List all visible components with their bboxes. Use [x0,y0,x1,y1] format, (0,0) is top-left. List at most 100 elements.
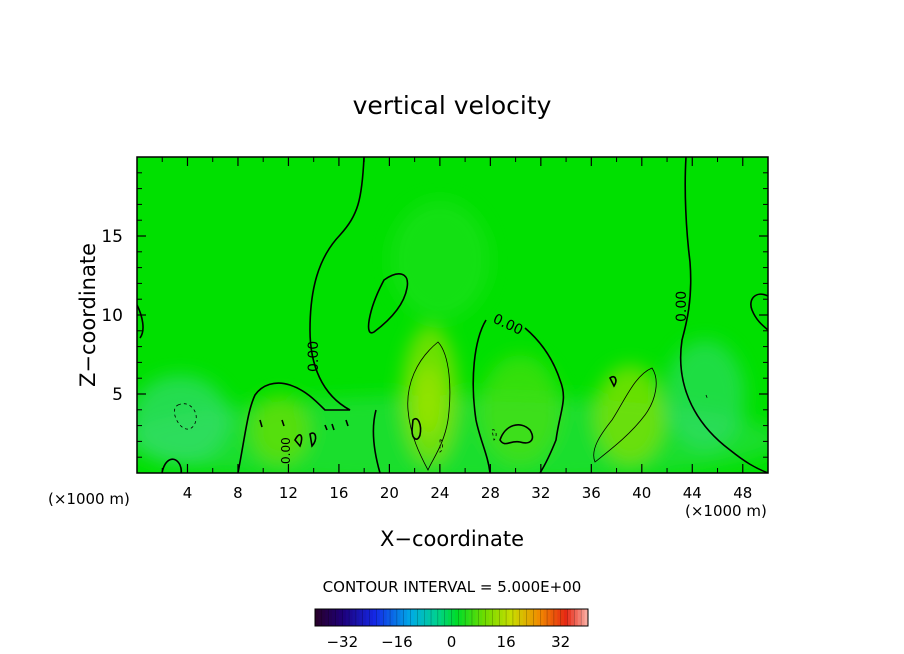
contour-line [407,341,451,471]
colorbar-cell [485,609,490,626]
contour-line [608,375,617,388]
colorbar-cell [495,609,500,626]
x-tick-label: 32 [531,484,550,502]
colorbar-cell [547,609,551,626]
shade-updraft-24-core [414,365,442,435]
colorbar-cell [403,609,408,626]
x-tick-label: 28 [481,484,500,502]
colorbar-cell [328,609,333,626]
x-tick-label: 8 [233,484,243,502]
x-tick-label: 20 [380,484,399,502]
colorbar-cell [352,609,357,626]
colorbar-cell [369,609,374,626]
colorbar-cell [427,609,432,626]
plot-area: 0.00 0.00 0.00 0.00 [137,157,768,473]
x-axis-label: X−coordinate [380,527,524,551]
colorbar-cell [355,609,360,626]
colorbar-cell [413,609,418,626]
colorbar-cell [577,609,582,626]
colorbar-cell [407,609,412,626]
colorbar-cell [379,609,384,626]
contour-line [174,403,197,430]
colorbar-cell [366,609,371,626]
contour-line [372,409,381,473]
colorbar-cell [373,609,377,626]
contour-line [679,157,768,473]
colorbar-cell [390,609,394,626]
colorbar-cell [393,609,398,626]
shade-mid-25 [390,200,490,320]
shade-left-downdraft [137,375,230,465]
colorbar-tick-labels: −32 −16 0 16 32 [326,633,570,651]
colorbar-cell [386,609,391,626]
contour-line [237,157,365,473]
x-tick-label: 48 [733,484,752,502]
chart-title: vertical velocity [353,91,552,120]
contour-line [705,394,709,401]
colorbar-cell [465,609,470,626]
colorbar-cell [526,609,531,626]
colorbar-cell [499,609,504,626]
colorbar-cell [529,609,534,626]
colorbar-tick-label: −16 [381,633,413,651]
colorbar-tick-label: 0 [447,633,457,651]
contour-line [309,432,317,448]
colorbar-cell [574,609,579,626]
x-tick-label: 24 [430,484,449,502]
x-tick-label: 4 [183,484,193,502]
contour-line [367,273,409,334]
contour-line [593,367,657,463]
colorbar [314,608,589,627]
colorbar-cell [437,609,442,626]
colorbar-cell [471,609,476,626]
colorbar-cell [482,609,487,626]
colorbar-cell [509,609,514,626]
y-tick-label: 10 [101,306,123,326]
contour-line [259,419,349,431]
colorbar-frame [314,608,589,627]
contour-label: 0.00 [674,291,690,322]
colorbar-cell [420,609,425,626]
colorbar-cell [533,609,538,626]
colorbar-cell [345,609,350,626]
y-axis-label: Z−coordinate [76,243,100,387]
x-tick-label: 12 [279,484,298,502]
colorbar-tick-label: 32 [551,633,570,651]
colorbar-cell [506,609,511,626]
contour-line [294,434,303,448]
shade-updraft-40 [595,365,665,465]
contour-line [491,429,497,441]
colorbar-cell [444,609,449,626]
colorbar-cell [550,609,555,626]
colorbar-tick-label: −32 [326,633,358,651]
colorbar-cell [516,609,521,626]
contour-interval-text: CONTOUR INTERVAL = 5.000E+00 [323,578,582,596]
colorbar-cell [478,609,483,626]
x-tick-label: 36 [582,484,601,502]
colorbar-cell [325,609,330,626]
colorbar-cell [475,609,480,626]
contour-line [524,327,565,473]
colorbar-cell [396,609,401,626]
colorbar-cell [523,609,528,626]
colorbar-cell [540,609,545,626]
colorbar-cell [581,609,586,626]
colorbar-cell [570,609,575,626]
colorbar-cell [560,609,565,626]
colorbar-tick-label: 16 [497,633,516,651]
colorbar-cell [410,609,415,626]
colorbar-cell [359,609,364,626]
contour-line [439,439,444,453]
colorbar-cell [512,609,517,626]
x-tick-label: 16 [329,484,348,502]
colorbar-cell [519,609,524,626]
colorbar-cell [584,609,589,626]
colorbar-cell [461,609,466,626]
velocity-field-shading [137,200,768,473]
contour-line [137,304,144,339]
colorbar-cell [417,609,422,626]
colorbar-cell [362,609,367,626]
colorbar-cell [349,609,354,626]
colorbar-cell [454,609,459,626]
